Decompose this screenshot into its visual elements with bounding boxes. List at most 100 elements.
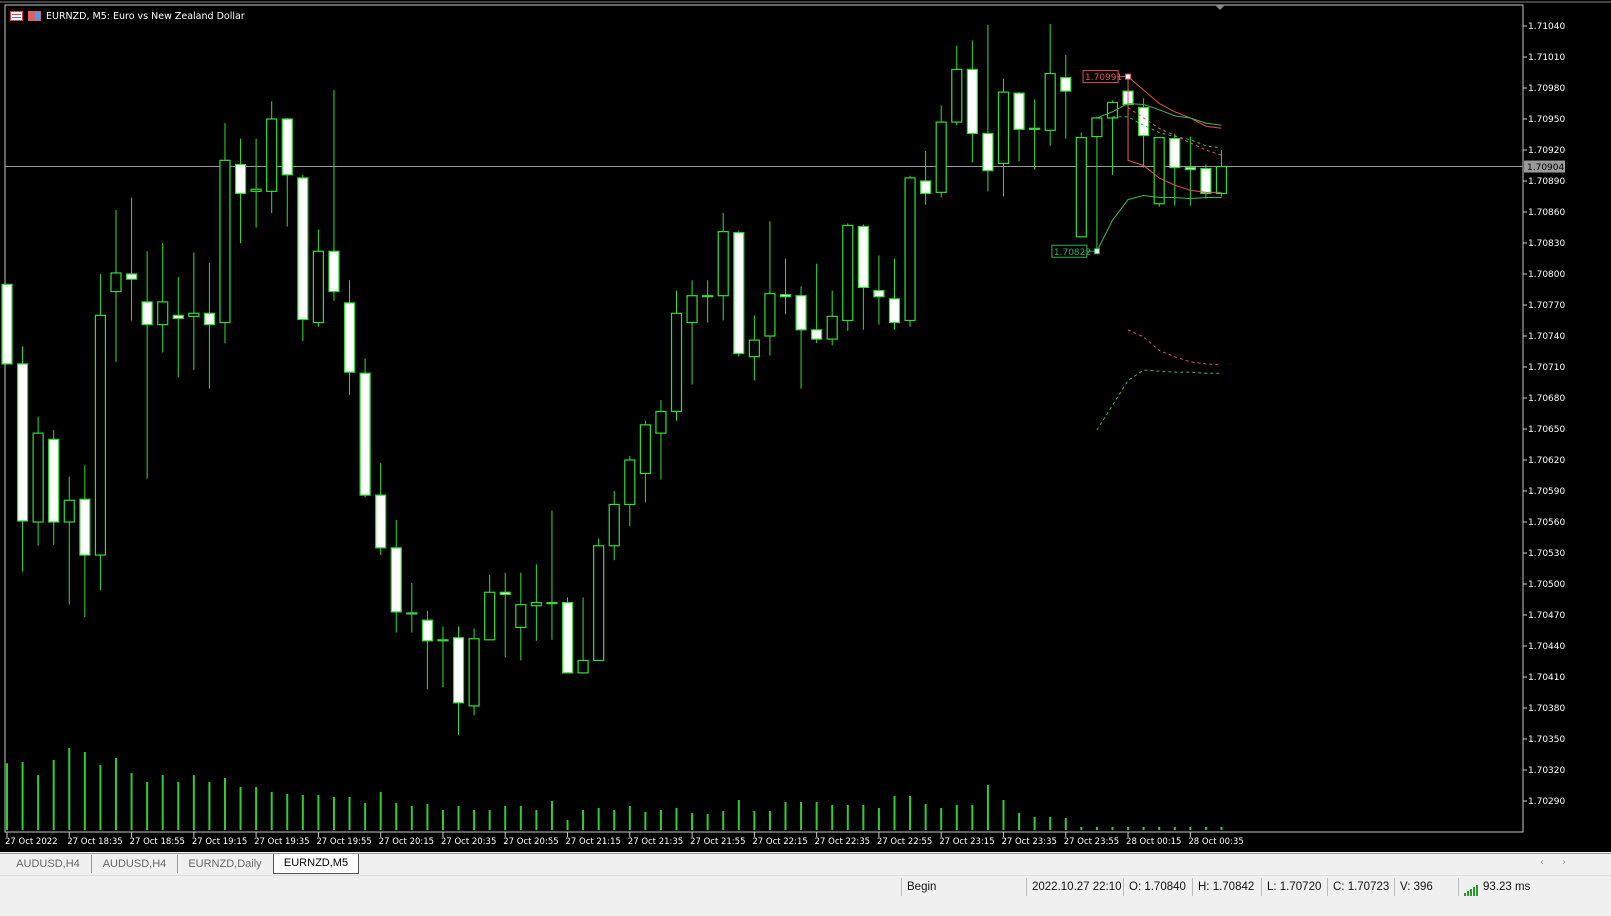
candle-body <box>608 503 620 547</box>
candle <box>811 263 823 344</box>
price-tick-label: 1.71010 <box>1528 53 1565 63</box>
tab-eurnzd-m5[interactable]: EURNZD,M5 <box>273 854 359 874</box>
candle <box>530 564 542 641</box>
price-tick-label: 1.70680 <box>1528 394 1565 404</box>
candle-body <box>920 180 932 194</box>
candle-body <box>577 659 589 674</box>
time-tick-label: 27 Oct 22:55 <box>877 837 932 847</box>
price-chart[interactable]: 1.71040 1.71010 1.70980 1.70950 1.70920 1.708… <box>0 0 1611 852</box>
price-tick-label: 1.70980 <box>1528 84 1565 94</box>
chart-window[interactable]: 1.71040 1.71010 1.70980 1.70950 1.70920 1.708… <box>0 0 1611 852</box>
tab-eurnzd-daily[interactable]: EURNZD,Daily <box>188 858 262 870</box>
candle-body <box>515 604 527 629</box>
price-tick-label: 1.70620 <box>1528 456 1565 466</box>
candle <box>982 24 994 192</box>
chart-icon[interactable] <box>28 11 41 21</box>
candle <box>1153 137 1165 207</box>
candle <box>904 175 916 327</box>
candle-body <box>779 294 792 298</box>
candle <box>888 258 901 330</box>
candle <box>1138 98 1150 168</box>
candle-body <box>1029 127 1041 130</box>
candle-body <box>1138 107 1150 137</box>
candle-body <box>499 591 511 595</box>
candle <box>297 174 309 342</box>
chart-frame <box>4 4 1524 833</box>
candle <box>577 597 589 674</box>
candle-body <box>1153 137 1165 205</box>
price-tick-label: 1.70860 <box>1528 208 1565 218</box>
candle-body <box>421 619 433 642</box>
candle <box>141 251 153 479</box>
price-tick-label: 1.70770 <box>1528 301 1565 311</box>
candle <box>219 123 231 344</box>
candle <box>1091 116 1103 253</box>
price-tick-label: 1.70440 <box>1528 642 1565 652</box>
tab-scroll-left-icon[interactable]: ‹ <box>1540 857 1544 868</box>
candle <box>328 90 340 301</box>
candle-body <box>1044 72 1056 131</box>
time-tick-label: 27 Oct 19:35 <box>254 837 309 847</box>
candle <box>437 626 449 688</box>
candle-body <box>219 159 231 324</box>
projection-dashed-line <box>1127 329 1222 366</box>
candle <box>125 197 138 321</box>
candle <box>1029 99 1041 170</box>
candle <box>157 243 169 353</box>
list-icon[interactable] <box>10 11 23 21</box>
candle-body <box>48 438 60 523</box>
candle-body <box>1106 101 1119 119</box>
candle <box>935 105 947 198</box>
candle <box>188 252 200 371</box>
candle-body <box>624 459 636 506</box>
price-marker-box <box>1051 244 1088 258</box>
candle-body <box>359 372 371 496</box>
tab-audusd-h4[interactable]: AUDUSD,H4 <box>5 855 92 873</box>
tab-scroll-right-icon[interactable]: › <box>1562 857 1566 868</box>
candle <box>748 315 760 381</box>
price-tick-label: 1.71040 <box>1528 22 1565 32</box>
candle <box>826 290 838 346</box>
candle-body <box>717 231 729 297</box>
candle <box>951 45 963 126</box>
candle <box>1106 100 1119 175</box>
candle <box>966 40 978 163</box>
price-tick-label: 1.70830 <box>1528 239 1565 249</box>
tab-audusd-h4-2[interactable]: AUDUSD,H4 <box>92 855 178 873</box>
time-tick-label: 27 Oct 20:35 <box>441 837 496 847</box>
projection-dashed-line <box>1112 116 1222 149</box>
candle <box>172 277 184 378</box>
time-tick-label: 28 Oct 00:15 <box>1126 837 1181 847</box>
candle-body <box>94 314 107 556</box>
candle <box>639 420 651 503</box>
status-ping: 93.23 ms <box>1483 881 1531 893</box>
candle-body <box>297 177 309 321</box>
price-tick-label: 1.70800 <box>1528 270 1565 280</box>
price-tick-label: 1.70920 <box>1528 146 1565 156</box>
projection-line <box>1127 76 1222 129</box>
time-tick-label: 27 Oct 23:15 <box>939 837 994 847</box>
candle <box>624 455 636 527</box>
candle <box>1060 54 1072 139</box>
candle-body <box>157 301 169 326</box>
time-tick-label: 27 Oct 23:35 <box>1001 837 1056 847</box>
candle-body <box>1215 165 1228 195</box>
candle-body <box>873 289 885 298</box>
candle <box>16 346 29 572</box>
time-tick-label: 28 Oct 00:35 <box>1188 837 1243 847</box>
chart-title-bar: EURNZD, M5: Euro vs New Zealand Dollar <box>10 9 245 23</box>
time-tick-label: 27 Oct 21:35 <box>628 837 683 847</box>
candle-body <box>16 363 29 522</box>
candle-body <box>110 272 122 293</box>
status-connection[interactable]: 93.23 ms <box>1458 878 1604 896</box>
candle <box>857 224 869 330</box>
candle <box>63 476 75 605</box>
candle <box>670 290 683 421</box>
projection-line <box>1096 102 1222 126</box>
price-tick-label: 1.70890 <box>1528 177 1565 187</box>
candle <box>312 229 324 327</box>
price-tick-label: 1.70380 <box>1528 704 1565 714</box>
price-marker-label: 1.70991 <box>1085 73 1122 83</box>
candle <box>406 582 418 633</box>
candle <box>48 430 60 545</box>
